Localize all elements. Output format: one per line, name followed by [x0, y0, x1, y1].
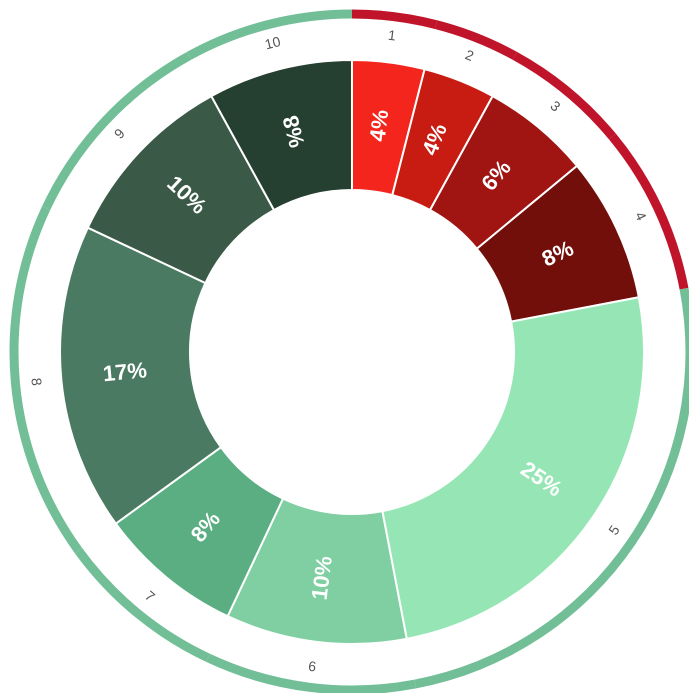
donut-slice	[381, 296, 645, 640]
category-label: 1	[387, 27, 397, 44]
slice-label: 10%	[307, 555, 337, 602]
category-label: 4	[632, 209, 650, 223]
category-label: 3	[547, 97, 563, 114]
category-label: 2	[463, 46, 476, 64]
outer-ring-segment	[352, 9, 438, 29]
category-label: 8	[28, 377, 45, 386]
category-label: 5	[605, 522, 623, 538]
donut-slice	[209, 58, 353, 212]
donut-slice	[59, 226, 223, 526]
outer-ring-segment	[206, 653, 417, 693]
slice-label: 4%	[365, 108, 394, 143]
category-label: 10	[263, 33, 282, 52]
outer-ring-segment	[512, 51, 616, 140]
outer-ring-segment	[434, 20, 518, 60]
category-label: 7	[142, 587, 158, 604]
category-label: 9	[111, 125, 128, 142]
slice-label: 17%	[102, 357, 148, 386]
outer-ring-segment	[186, 9, 352, 60]
outer-ring-segment	[42, 51, 192, 211]
outer-ring-segment	[74, 548, 211, 662]
category-label: 6	[307, 658, 317, 675]
outer-ring-segment	[608, 133, 689, 290]
